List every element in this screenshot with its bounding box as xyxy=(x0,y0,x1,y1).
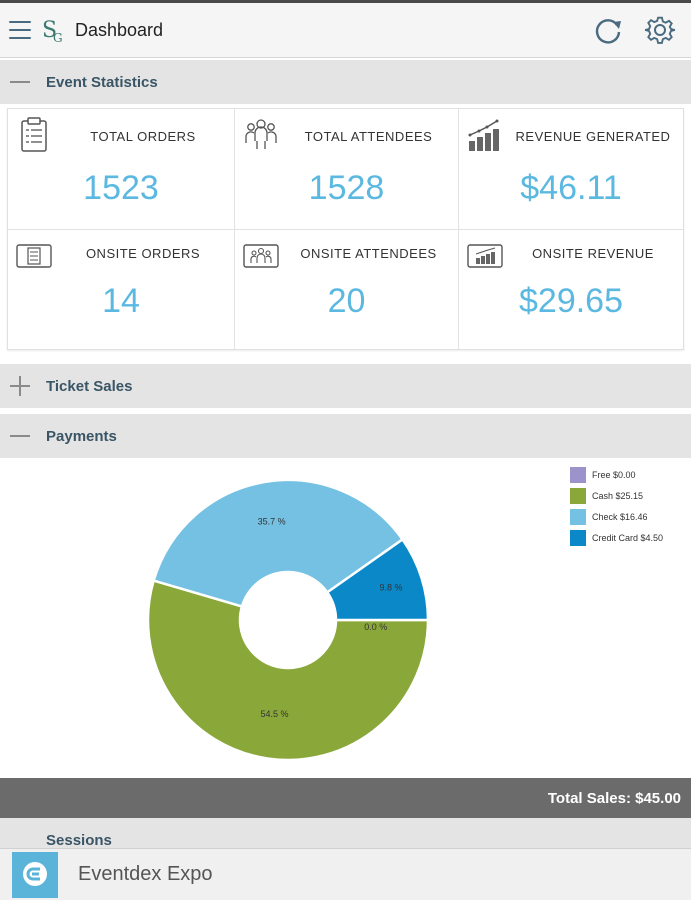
stat-label: ONSITE ATTENDEES xyxy=(300,246,437,261)
tablet-people-icon xyxy=(243,244,279,268)
legend-label: Free $0.00 xyxy=(592,469,636,480)
stat-value: $46.11 xyxy=(520,169,622,207)
expand-icon xyxy=(10,376,30,396)
stat-total-attendees: TOTAL ATTENDEES 1528 xyxy=(235,109,459,230)
total-sales-bar: Total Sales: $45.00 xyxy=(0,778,691,818)
legend-item-cash: Cash $25.15 xyxy=(570,485,663,506)
slice-label: 54.5 % xyxy=(260,709,288,719)
stat-label: ONSITE REVENUE xyxy=(532,246,654,261)
legend-label: Cash $25.15 xyxy=(592,490,644,501)
donut-inner-ring xyxy=(239,571,337,669)
hamburger-icon[interactable] xyxy=(9,21,31,39)
stat-onsite-orders: ONSITE ORDERS 14 xyxy=(8,230,235,349)
legend-item-credit-card: Credit Card $4.50 xyxy=(570,527,663,548)
stat-label: ONSITE ORDERS xyxy=(85,246,201,261)
clipboard-icon xyxy=(21,117,47,152)
legend-swatch xyxy=(570,487,586,504)
stat-revenue-generated: REVENUE GENERATED $46.11 xyxy=(459,109,683,230)
slice-cash xyxy=(146,579,430,762)
stat-label: TOTAL ORDERS xyxy=(90,129,196,144)
stat-label: TOTAL ATTENDEES xyxy=(304,129,433,144)
stat-onsite-attendees: ONSITE ATTENDEES 20 xyxy=(235,230,459,349)
event-name: Eventdex Expo xyxy=(78,863,213,885)
section-header-sessions[interactable]: Sessions xyxy=(0,818,691,848)
chart-legend: Free $0.00 Cash $25.15 Check $16.46 Cred… xyxy=(570,464,663,548)
slice-credit-card xyxy=(325,537,430,622)
stat-value: 14 xyxy=(102,282,140,320)
event-bar[interactable]: Eventdex Expo xyxy=(0,848,691,900)
eventdex-logo-icon xyxy=(12,851,58,898)
app-bar: S G Dashboard xyxy=(0,0,691,58)
section-title: Event Statistics xyxy=(46,73,158,91)
stat-value: $29.65 xyxy=(519,282,623,320)
legend-item-check: Check $16.46 xyxy=(570,506,663,527)
stat-value: 1523 xyxy=(83,169,159,207)
event-statistics-panel: TOTAL ORDERS 1523 TOTAL ATTENDEES 1528 R… xyxy=(7,108,684,350)
section-header-payments[interactable]: Payments xyxy=(0,414,691,458)
stat-onsite-revenue: ONSITE REVENUE $29.65 xyxy=(459,230,683,349)
svg-text:S: S xyxy=(42,18,57,43)
legend-label: Credit Card $4.50 xyxy=(592,532,664,543)
legend-swatch xyxy=(570,529,586,546)
svg-text:G: G xyxy=(53,31,63,45)
stat-value: 20 xyxy=(327,282,366,320)
legend-swatch xyxy=(570,466,586,483)
stat-label: REVENUE GENERATED xyxy=(515,129,671,144)
stat-value: 1528 xyxy=(308,169,385,207)
tablet-clipboard-icon xyxy=(16,244,52,268)
payments-donut-chart: 0.0 % 54.5 % 35.7 % 9.8 % xyxy=(146,478,430,762)
section-title: Payments xyxy=(46,427,117,445)
legend-label: Check $16.46 xyxy=(592,511,648,522)
section-header-event-statistics[interactable]: Event Statistics xyxy=(0,60,691,104)
slice-label: 0.0 % xyxy=(364,622,387,632)
collapse-icon xyxy=(10,72,30,92)
stat-total-orders: TOTAL ORDERS 1523 xyxy=(8,109,235,230)
donut-hole xyxy=(248,580,328,660)
slice-label: 9.8 % xyxy=(379,582,402,592)
tablet-chart-icon xyxy=(467,244,503,268)
section-header-ticket-sales[interactable]: Ticket Sales xyxy=(0,364,691,408)
legend-swatch xyxy=(570,508,586,525)
section-title: Sessions xyxy=(46,832,112,848)
collapse-icon xyxy=(10,426,30,446)
slice-label: 35.7 % xyxy=(258,516,286,526)
page-title: Dashboard xyxy=(75,19,164,40)
refresh-icon[interactable] xyxy=(591,13,625,47)
slice-check xyxy=(152,478,405,609)
people-icon xyxy=(245,119,277,149)
bar-growth-icon xyxy=(468,119,499,151)
legend-item-free: Free $0.00 xyxy=(570,464,663,485)
section-title: Ticket Sales xyxy=(46,377,133,395)
gear-icon[interactable] xyxy=(643,13,677,47)
app-logo-icon: S G xyxy=(42,18,63,45)
total-sales-text: Total Sales: $45.00 xyxy=(547,789,681,807)
payments-panel: 0.0 % 54.5 % 35.7 % 9.8 % Free $0.00 Cash $… xyxy=(0,458,691,778)
